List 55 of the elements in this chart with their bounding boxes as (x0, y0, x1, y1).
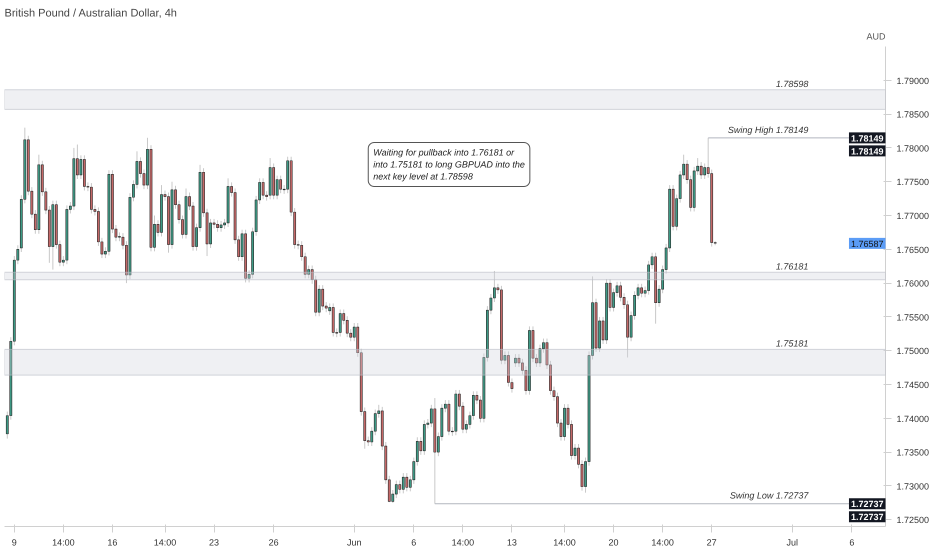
annotation: 1.76587 (850, 238, 884, 249)
x-tick-label: 6 (411, 538, 416, 548)
y-tick-label: 1.73500 (896, 448, 930, 458)
band-label: 1.76181 (776, 261, 808, 272)
x-tick-label: 27 (706, 538, 717, 548)
y-tick-label: 1.79000 (896, 76, 930, 86)
y-tick-label: 1.73000 (896, 481, 930, 492)
candlestick (279, 175, 282, 194)
x-tick-label: 20 (608, 538, 619, 548)
candlestick (216, 220, 219, 232)
annotation: 1.72737 (850, 499, 884, 510)
x-tick-label: 14:00 (553, 538, 576, 548)
x-tick-label: Jun (346, 538, 362, 548)
y-tick-label: 1.72500 (896, 515, 930, 526)
y-tick-label: 1.77000 (896, 211, 930, 222)
y-tick-label: 1.76000 (896, 278, 930, 289)
candlestick (700, 162, 703, 180)
x-tick-label: 13 (506, 538, 517, 548)
annotation: 1.78149 (850, 133, 884, 144)
candlestick (338, 308, 342, 338)
candlestick (394, 480, 398, 499)
x-tick-label: 14:00 (154, 538, 176, 548)
band-label: 1.75181 (776, 338, 808, 348)
y-tick-label: 1.75000 (896, 346, 930, 356)
band-label: 1.78598 (776, 78, 808, 89)
x-tick-label: 14:00 (52, 538, 75, 548)
annotation: 1.72737 (850, 512, 884, 522)
candlestick (220, 220, 222, 232)
ref-line-label: Swing Low 1.72737 (730, 490, 810, 501)
y-tick-label: 1.74000 (896, 414, 930, 424)
annotation: 1.78149 (850, 146, 884, 156)
y-tick-label: 1.74500 (896, 380, 930, 390)
y-tick-label: 1.75500 (896, 312, 930, 322)
x-tick-label: 6 (849, 538, 854, 548)
x-tick-label: 9 (12, 538, 17, 548)
x-tick-label: 14:00 (651, 538, 674, 548)
candlestick (514, 354, 517, 368)
x-tick-label: 16 (107, 538, 118, 548)
candlestick (346, 316, 349, 338)
y-tick-label: 1.76500 (896, 244, 930, 255)
ref-line-label: Swing High 1.78149 (728, 124, 808, 135)
y-tick-label: 1.77500 (896, 177, 930, 188)
x-tick-label: 23 (209, 538, 220, 548)
candlestick (90, 182, 93, 214)
y-tick-label: 1.78500 (896, 110, 930, 120)
chart-title: British Pound / Australian Dollar, 4h (4, 8, 177, 20)
candlestick (321, 284, 324, 311)
y-tick-label: 1.78000 (896, 143, 930, 154)
candlestick (640, 283, 643, 298)
y-axis-title: AUD (866, 32, 886, 42)
candlestick (262, 178, 265, 200)
x-tick-label: 14:00 (452, 538, 474, 548)
x-tick-label: 26 (268, 538, 279, 548)
x-tick-label: Jul (786, 538, 798, 548)
annotation: Waiting for pullback into 1.76181 or into 1.75181 to long GBPUAD into the next key level at 1.78598 (373, 148, 525, 182)
